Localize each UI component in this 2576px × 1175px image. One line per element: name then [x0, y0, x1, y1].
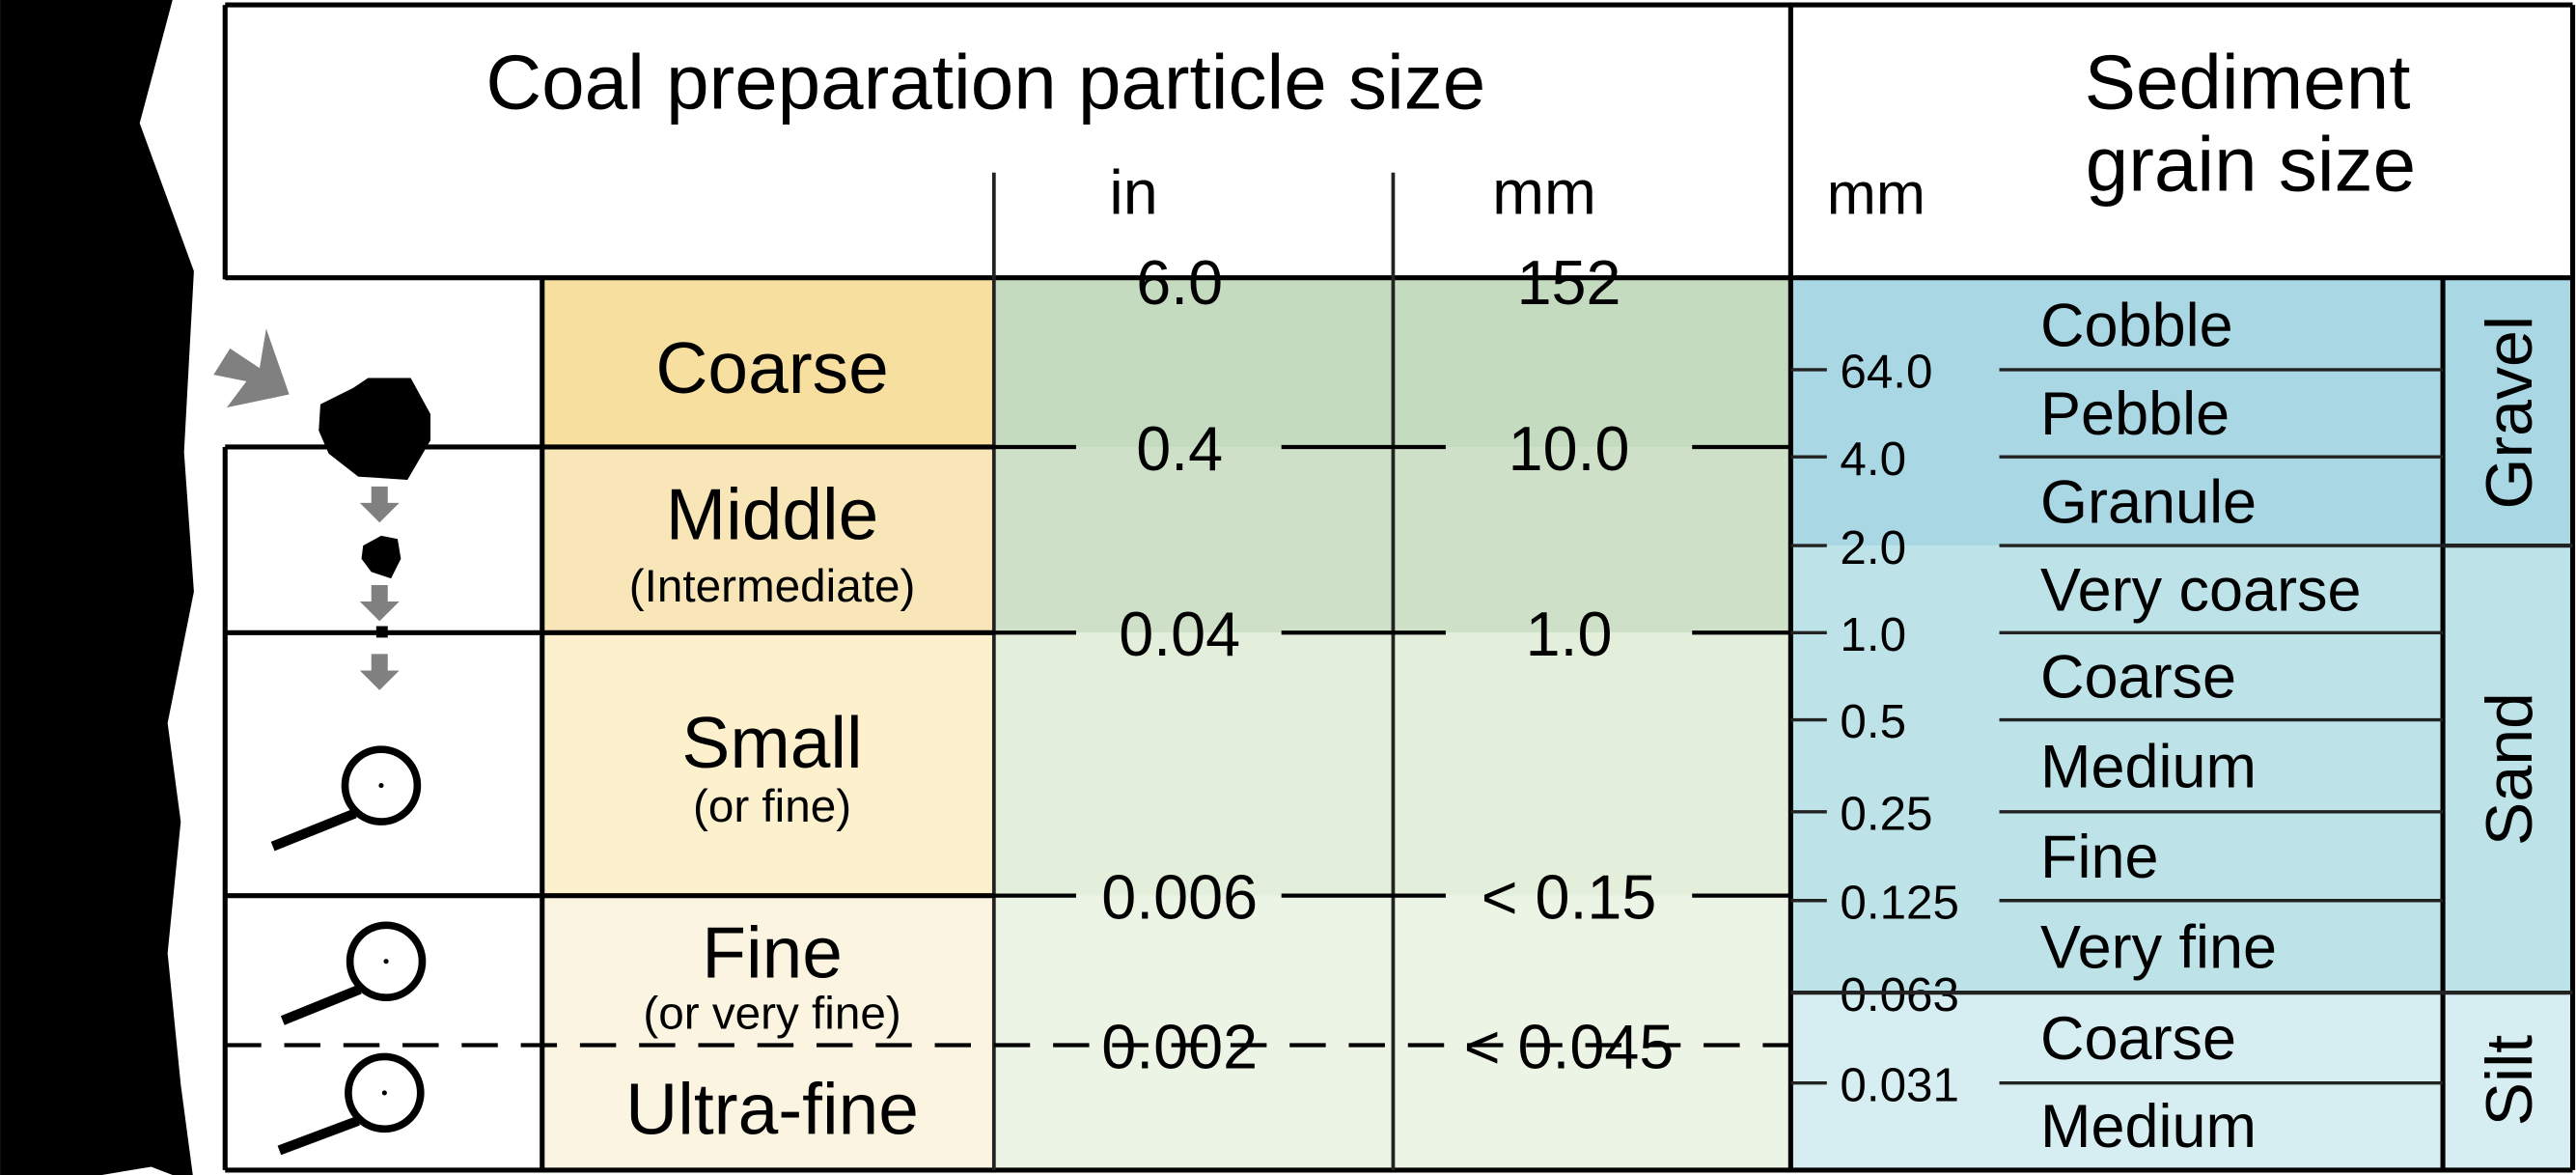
tick-label: 4.0: [1840, 433, 1906, 486]
arrow-icon: [213, 328, 290, 408]
sediment-title-line2: grain size: [2086, 121, 2416, 207]
boundary-in-value: 6.0: [1136, 247, 1223, 318]
class-small-sub: (or fine): [693, 781, 851, 832]
coal-lump-icon: [319, 378, 431, 481]
tick-label: 0.25: [1840, 788, 1932, 841]
tick-label: 1.0: [1840, 608, 1906, 661]
coal-title: Coal preparation particle size: [485, 39, 1485, 125]
grain-class-label: Very coarse: [2040, 556, 2362, 624]
tick-label: 0.063: [1840, 968, 1959, 1021]
grain-class-label: Pebble: [2040, 380, 2230, 448]
class-fine-sub: (or very fine): [643, 989, 900, 1040]
grain-group-label: Silt: [2473, 1035, 2546, 1127]
coal-class-cell: [543, 446, 994, 633]
boundary-in-value: 0.4: [1136, 413, 1223, 484]
grain-class-label: Coarse: [2040, 644, 2236, 712]
boundary-mm-value: < 0.15: [1482, 861, 1657, 932]
boundary-mm-value: 152: [1517, 247, 1621, 318]
boundary-in-value: 0.04: [1119, 599, 1240, 669]
grain-class-label: Medium: [2040, 1093, 2257, 1161]
down-arrow-icon: [359, 486, 400, 690]
coal-class-cell: [543, 1045, 994, 1169]
frame: [222, 2, 2576, 1173]
class-fine: Fine: [702, 912, 843, 993]
magnifier-icon: [280, 921, 427, 1025]
class-middle: Middle: [666, 473, 879, 554]
grain-class-label: Very fine: [2040, 914, 2277, 982]
tick-label: 0.031: [1840, 1058, 1959, 1111]
tick-label: 64.0: [1840, 346, 1932, 399]
boundary-in-value: 0.006: [1101, 861, 1258, 932]
boundary-mm-value: < 0.045: [1464, 1011, 1675, 1081]
coal-class-cell: [543, 279, 994, 447]
unit-mm-header: mm: [1492, 156, 1596, 227]
class-middle-sub: (Intermediate): [629, 561, 916, 612]
small-coal-lump-icon: [361, 535, 402, 579]
class-coarse: Coarse: [655, 327, 888, 408]
grain-group-label: Gravel: [2473, 316, 2546, 510]
boundary-mm-value: 10.0: [1509, 413, 1630, 484]
grain-class-label: Coarse: [2040, 1005, 2236, 1073]
magnifier-icon: [270, 745, 422, 852]
grain-group-label: Sand: [2473, 692, 2546, 846]
tiny-coal-particle-icon: [375, 626, 388, 638]
coal-seam-shape: [0, 0, 194, 1175]
sediment-title-line1: Sediment: [2085, 39, 2411, 125]
class-small: Small: [681, 702, 862, 783]
tick-label: 0.125: [1840, 876, 1959, 929]
coal-class-cell: [543, 895, 994, 1046]
magnifier-icon: [277, 1052, 425, 1156]
tick-label: 0.5: [1840, 695, 1906, 748]
unit-in-header: in: [1109, 156, 1157, 227]
grain-class-label: Fine: [2040, 824, 2159, 891]
sediment-unit-mm: mm: [1827, 160, 1925, 226]
coal-class-cell: [543, 632, 994, 896]
grain-class-label: Cobble: [2040, 292, 2233, 359]
class-ultra-fine: Ultra-fine: [625, 1068, 919, 1149]
tick-label: 2.0: [1840, 521, 1906, 574]
boundary-in-value: 0.002: [1101, 1011, 1258, 1081]
grain-class-label: Granule: [2040, 468, 2257, 536]
boundary-mm-value: 1.0: [1526, 599, 1613, 669]
grain-class-label: Medium: [2040, 733, 2257, 800]
